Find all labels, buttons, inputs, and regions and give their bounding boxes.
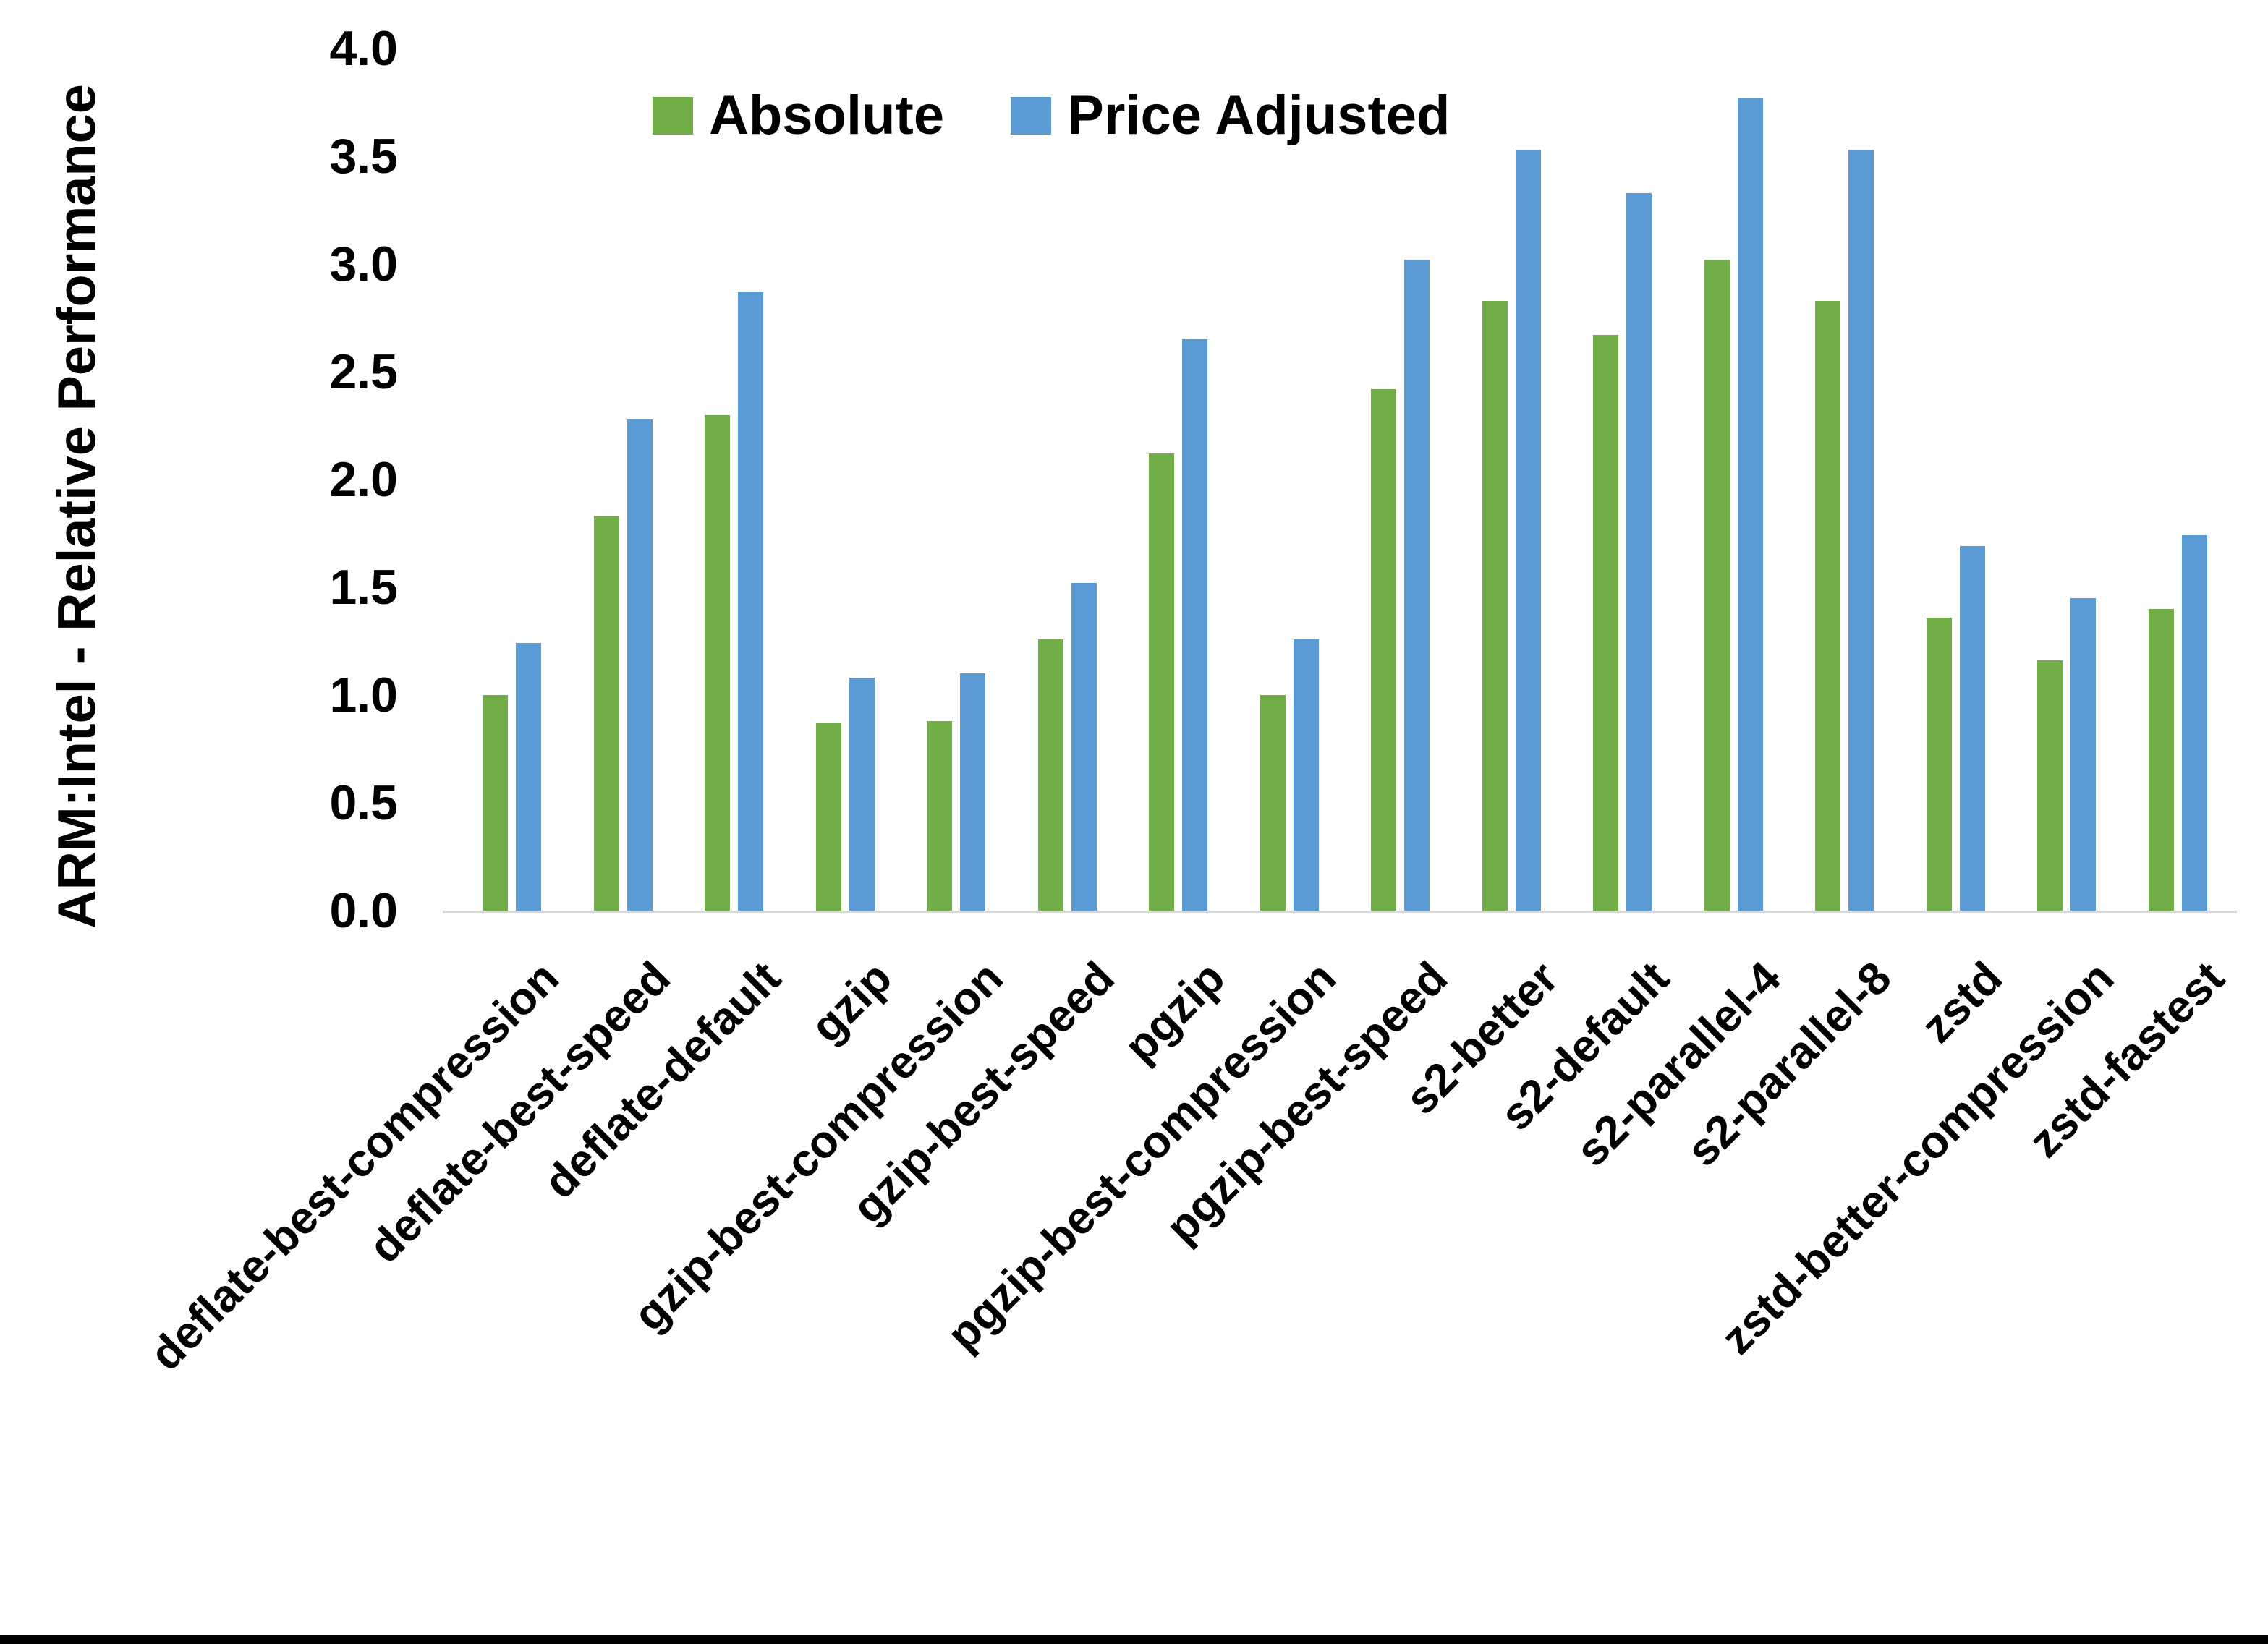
y-tick-label-0.5: 0.5 [329, 775, 398, 830]
bar-price-adjusted-s2-better [1516, 150, 1541, 911]
bar-absolute-s2-default [1593, 335, 1618, 911]
legend: Absolute Price Adjusted [653, 84, 1450, 147]
y-tick-label-0.0: 0.0 [329, 883, 398, 938]
y-tick-label-4.0: 4.0 [329, 21, 398, 76]
y-tick-label-1.0: 1.0 [329, 668, 398, 723]
bar-price-adjusted-s2-parallel-4 [1738, 98, 1763, 911]
bar-absolute-zstd [1927, 618, 1952, 911]
bar-absolute-pgzip-best-speed [1371, 389, 1396, 911]
bar-absolute-s2-parallel-8 [1815, 301, 1840, 911]
y-tick-label-2.0: 2.0 [329, 452, 398, 507]
bar-absolute-pgzip [1149, 453, 1174, 911]
x-tick-label-zstd-fastest: zstd-fastest [2019, 952, 2235, 1167]
bar-price-adjusted-deflate-best-compression [516, 643, 541, 911]
legend-item-price-adjusted: Price Adjusted [1011, 84, 1450, 147]
bar-absolute-zstd-fastest [2149, 609, 2174, 911]
y-tick-label-2.5: 2.5 [329, 344, 398, 399]
legend-item-absolute: Absolute [653, 84, 944, 147]
bar-absolute-pgzip-best-compression [1260, 695, 1286, 911]
bar-price-adjusted-pgzip-best-speed [1404, 260, 1430, 911]
x-axis-line [443, 911, 2237, 913]
bar-absolute-gzip-best-compression [927, 721, 952, 911]
bar-price-adjusted-s2-default [1626, 193, 1652, 911]
bar-price-adjusted-deflate-default [738, 292, 763, 911]
bar-price-adjusted-gzip-best-speed [1071, 583, 1097, 911]
bar-price-adjusted-s2-parallel-8 [1848, 150, 1874, 911]
y-axis-title: ARM:Intel - Relative Performance [46, 84, 107, 929]
legend-label-absolute: Absolute [709, 85, 945, 146]
bar-price-adjusted-gzip [849, 678, 875, 911]
y-tick-label-3.0: 3.0 [329, 237, 398, 291]
bar-absolute-gzip-best-speed [1038, 639, 1063, 911]
x-tick-label-deflate-best-compression: deflate-best-compression [140, 952, 569, 1381]
legend-swatch-absolute [653, 96, 693, 135]
x-tick-label-zstd: zstd [1911, 952, 2013, 1053]
bar-price-adjusted-zstd [1960, 546, 1985, 911]
bar-absolute-deflate-default [705, 415, 730, 911]
bar-price-adjusted-zstd-fastest [2182, 535, 2207, 911]
y-tick-label-3.5: 3.5 [329, 129, 398, 184]
bar-absolute-deflate-best-speed [594, 516, 619, 911]
bar-price-adjusted-deflate-best-speed [627, 419, 653, 911]
bar-absolute-s2-parallel-4 [1704, 260, 1730, 911]
bar-absolute-deflate-best-compression [483, 695, 508, 911]
bar-absolute-zstd-better-compression [2037, 660, 2063, 911]
bar-price-adjusted-pgzip-best-compression [1294, 639, 1319, 911]
x-tick-label-gzip: gzip [801, 952, 902, 1053]
legend-swatch-price-adjusted [1011, 96, 1052, 135]
bar-price-adjusted-gzip-best-compression [960, 673, 985, 911]
bar-price-adjusted-pgzip [1182, 339, 1207, 911]
bar-price-adjusted-zstd-better-compression [2070, 598, 2096, 911]
bottom-border-bar [0, 1635, 2268, 1644]
bar-absolute-s2-better [1482, 301, 1508, 911]
legend-label-price-adjusted: Price Adjusted [1067, 85, 1451, 146]
y-tick-label-1.5: 1.5 [329, 560, 398, 615]
bar-absolute-gzip [816, 723, 841, 911]
